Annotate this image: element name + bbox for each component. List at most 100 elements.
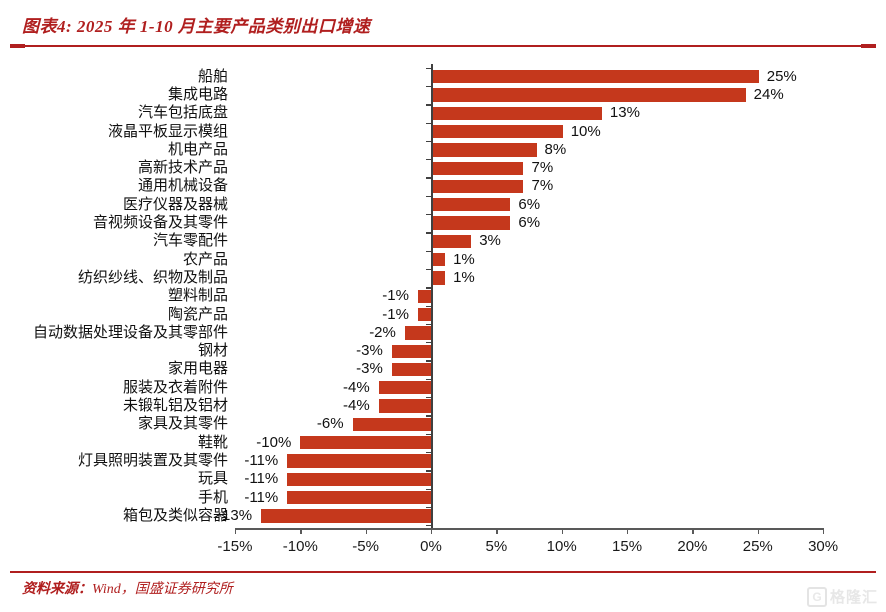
x-axis-tick	[561, 528, 564, 534]
category-label: 纺织纱线、织物及制品	[77, 269, 228, 286]
gelonghui-logo-icon: G	[806, 586, 827, 607]
category-label: 集成电路	[167, 86, 228, 103]
bar	[378, 399, 431, 413]
source-label: 资料来源：	[22, 582, 92, 597]
category-label: 船舶	[197, 68, 228, 85]
y-axis-tick	[426, 360, 432, 362]
source-note: 资料来源：Wind，国盛证券研究所	[22, 578, 233, 598]
bar	[432, 198, 511, 212]
bar	[300, 436, 431, 450]
x-axis-tick	[431, 528, 433, 534]
bar	[391, 362, 431, 377]
value-label: -1%	[382, 305, 409, 323]
value-label: 1%	[453, 250, 475, 268]
y-axis-tick	[426, 85, 432, 88]
bar	[432, 216, 511, 230]
x-axis-tick-label: 20%	[677, 538, 708, 555]
x-axis-tick-label: 15%	[612, 538, 643, 555]
x-axis-tick	[823, 528, 825, 534]
value-label: 8%	[544, 140, 567, 158]
x-axis-tick	[757, 528, 760, 534]
y-axis-tick	[426, 214, 432, 216]
gelonghui-watermark: G 格隆汇	[806, 586, 878, 607]
bar	[432, 106, 602, 120]
value-label: 10%	[570, 122, 601, 140]
category-label: 玩具	[197, 471, 228, 488]
category-label: 手机	[197, 489, 228, 506]
value-label: 1%	[453, 268, 475, 286]
y-axis-tick	[426, 323, 432, 326]
bar	[287, 454, 431, 468]
bar	[287, 472, 431, 486]
bar	[432, 253, 446, 267]
x-axis-tick-label: 5%	[485, 538, 508, 555]
category-label: 音视频设备及其零件	[92, 215, 228, 231]
bar	[432, 70, 759, 84]
y-axis-tick	[426, 470, 432, 472]
x-axis-tick	[692, 528, 694, 534]
y-axis-tick	[426, 451, 432, 454]
x-axis-tick	[496, 528, 498, 534]
x-axis-tick-label: 30%	[808, 538, 839, 555]
value-label: -1%	[382, 287, 409, 305]
value-label: 7%	[531, 177, 554, 195]
y-axis-tick	[426, 195, 432, 198]
title-divider-cap-left	[10, 44, 25, 48]
bar	[391, 344, 431, 358]
x-axis-line	[234, 528, 824, 530]
footer-divider-line	[10, 571, 876, 573]
y-axis-tick	[426, 415, 432, 417]
bar	[417, 289, 431, 303]
y-axis-tick	[426, 506, 432, 509]
y-axis-tick	[426, 342, 432, 344]
value-label: -11%	[244, 470, 279, 488]
category-label: 服装及衣着附件	[122, 379, 228, 396]
category-label: 液晶平板显示模组	[107, 123, 228, 140]
x-axis-tick-label: 10%	[546, 538, 577, 555]
category-label: 汽车零配件	[152, 233, 228, 250]
source-text: Wind，国盛证券研究所	[92, 582, 233, 597]
value-label: 13%	[609, 104, 640, 122]
value-label: 3%	[479, 232, 501, 250]
category-label: 汽车包括底盘	[137, 105, 228, 122]
bar	[432, 179, 524, 194]
category-label: 陶瓷产品	[167, 306, 228, 323]
title-divider-cap-right	[861, 44, 876, 48]
category-label: 未锻轧铝及铝材	[122, 398, 228, 414]
category-label: 医疗仪器及器械	[122, 196, 228, 213]
value-label: 24%	[753, 85, 784, 103]
y-axis-tick	[426, 268, 432, 271]
x-axis-tick	[365, 528, 368, 534]
bar	[404, 326, 431, 340]
value-label: -3%	[356, 342, 383, 360]
x-axis-tick	[627, 528, 629, 534]
value-label: -4%	[343, 378, 370, 396]
y-axis-tick	[426, 287, 432, 289]
y-axis-tick	[426, 232, 432, 234]
y-axis-tick	[426, 159, 432, 161]
bar	[432, 143, 537, 157]
category-label: 高新技术产品	[137, 160, 228, 177]
value-label: -11%	[244, 488, 279, 506]
category-label: 机电产品	[167, 141, 228, 158]
y-axis-tick	[426, 488, 432, 490]
value-label: -10%	[256, 433, 292, 451]
bar	[287, 490, 431, 505]
value-label: 6%	[518, 214, 541, 231]
bar	[352, 417, 431, 432]
zero-axis-line	[431, 64, 433, 528]
bar	[417, 307, 431, 322]
category-label: 自动数据处理设备及其零部件	[32, 324, 228, 341]
y-axis-tick	[426, 177, 432, 179]
value-label: -4%	[343, 397, 370, 414]
bar	[432, 234, 472, 249]
bar	[261, 509, 431, 523]
category-label: 箱包及类似容器	[122, 507, 228, 524]
category-label: 鞋靴	[197, 434, 228, 451]
category-label: 塑料制品	[167, 288, 228, 305]
y-axis-tick	[426, 433, 432, 435]
x-axis-tick-label: -5%	[352, 538, 379, 555]
y-axis-tick	[426, 140, 432, 143]
